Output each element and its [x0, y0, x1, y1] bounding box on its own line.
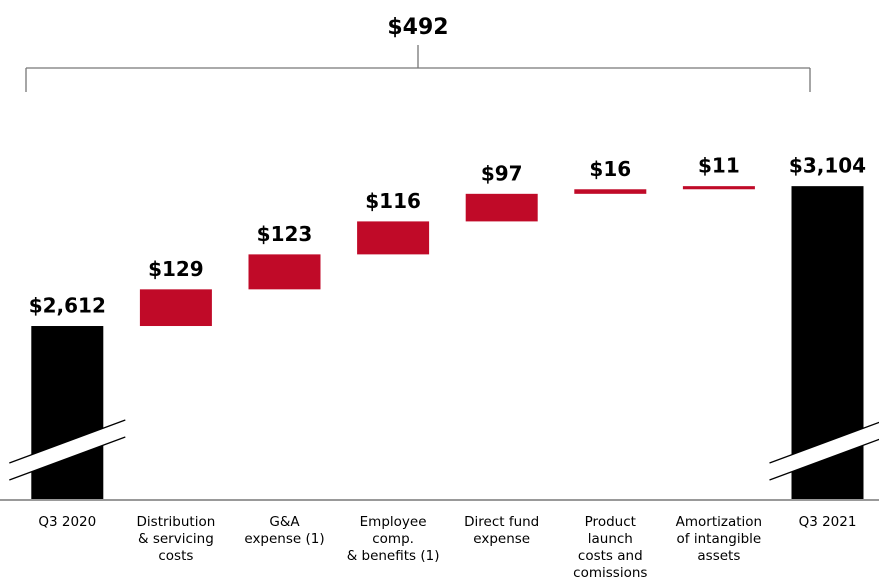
x-tick-label: G&A — [269, 514, 300, 530]
value-label: $16 — [589, 157, 631, 181]
x-tick-label: costs — [158, 548, 193, 564]
x-tick-label: Q3 2021 — [799, 514, 857, 530]
axis-break-line — [9, 436, 126, 481]
value-label: $11 — [698, 154, 740, 178]
x-tick-label: & benefits (1) — [347, 548, 440, 564]
value-label: $2,612 — [29, 294, 106, 318]
value-label: $123 — [257, 222, 313, 246]
x-tick-label: comp. — [372, 531, 414, 547]
bar — [574, 189, 647, 194]
axis-break-line — [769, 438, 879, 481]
bar — [139, 289, 212, 327]
bar — [31, 326, 104, 500]
x-tick-label: assets — [697, 548, 740, 564]
bar — [465, 193, 538, 222]
x-tick-label: expense (1) — [244, 531, 324, 547]
axis-break-line — [9, 419, 126, 464]
x-tick-label: Employee — [360, 514, 427, 530]
value-label: $129 — [148, 257, 204, 281]
x-tick-label: Distribution — [137, 514, 216, 530]
x-tick-label: comissions — [573, 565, 647, 581]
x-tick-label: of intangible — [677, 531, 762, 547]
axis-break — [769, 422, 879, 480]
x-tick-label: Direct fund — [464, 514, 539, 530]
axis-break-line — [769, 421, 879, 464]
value-label: $3,104 — [789, 154, 866, 178]
x-tick-label: & servicing — [138, 531, 214, 547]
x-tick-label: launch — [588, 531, 633, 547]
bar — [682, 186, 755, 190]
x-tick-label: Q3 2020 — [38, 514, 96, 530]
bar — [248, 254, 321, 290]
annotation: $492 — [387, 15, 448, 40]
x-tick-label: Product — [585, 514, 636, 530]
axis-break — [9, 420, 126, 480]
x-tick-label: costs and — [578, 548, 643, 564]
value-label: $116 — [365, 189, 421, 213]
x-tick-label: Amortization — [676, 514, 762, 530]
value-label: $97 — [481, 161, 523, 185]
bracket — [25, 45, 811, 92]
x-tick-label: expense — [473, 531, 530, 547]
bar — [357, 221, 430, 255]
